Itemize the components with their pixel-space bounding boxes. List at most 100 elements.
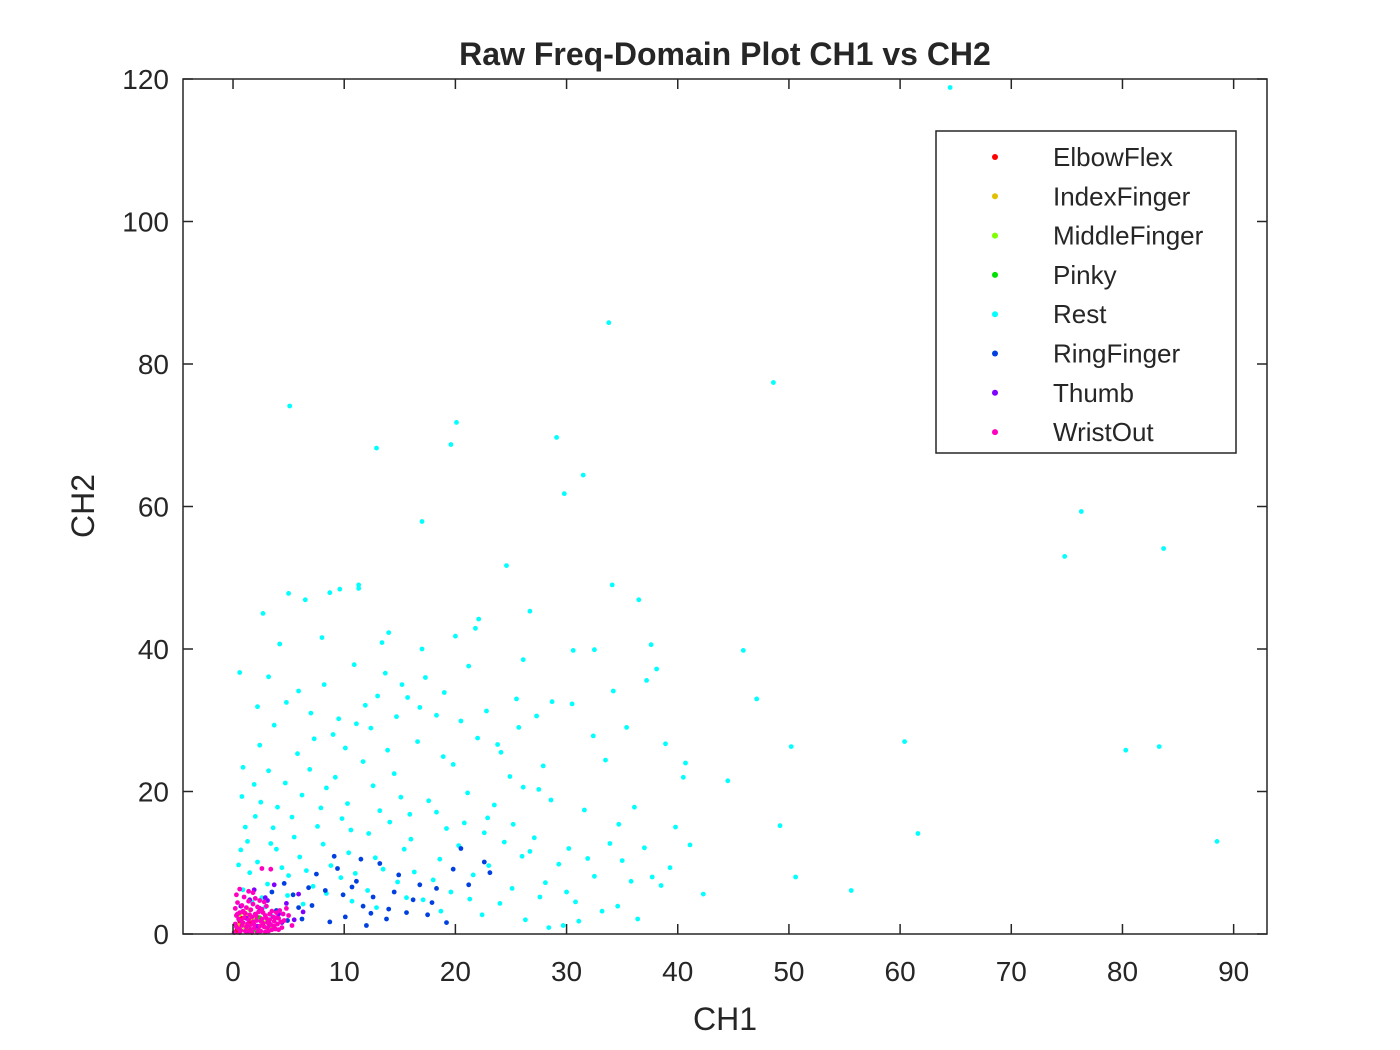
point-rest-26 [473,625,478,631]
point-rest-121 [519,853,525,859]
point-rest-8 [580,472,586,478]
point-rest-89 [632,804,637,810]
point-rest-215 [382,670,388,676]
point-rest-111 [255,859,260,865]
point-rest-44 [754,696,760,702]
point-rest-24 [527,608,533,614]
x-tick-label: 60 [885,956,916,987]
point-wristout-55 [271,918,277,924]
point-rest-191 [607,841,613,846]
point-rest-131 [560,923,566,928]
point-wristout-73 [266,928,271,934]
point-rest-79 [324,785,329,791]
point-rest-41 [654,666,659,672]
point-ringfinger-38 [269,889,275,895]
point-ringfinger-11 [299,916,305,922]
point-rest-154 [509,886,515,891]
point-ringfinger-1 [481,859,487,865]
point-rest-160 [282,780,288,786]
point-wristout-34 [257,898,263,903]
point-ringfinger-19 [425,912,430,918]
point-rest-140 [310,883,316,889]
point-ringfinger-12 [290,892,296,898]
point-rest-42 [644,678,649,683]
point-rest-169 [311,736,317,742]
point-rest-112 [274,846,279,852]
point-rest-37 [266,674,271,680]
point-rest-63 [1156,744,1162,749]
point-rest-33 [592,647,597,653]
point-ringfinger-17 [384,916,389,922]
point-ringfinger-3 [434,886,439,891]
point-rest-171 [368,725,374,731]
point-ringfinger-27 [340,892,346,898]
point-rest-122 [543,880,548,886]
point-wristout-84 [246,888,252,894]
point-ringfinger-16 [364,923,369,928]
point-ringfinger-10 [309,903,315,908]
point-wristout-36 [261,899,267,905]
x-tick-label: 10 [329,956,360,987]
point-rest-102 [408,836,414,842]
point-rest-213 [336,716,342,722]
point-rest-192 [628,878,634,884]
point-rest-141 [286,873,291,878]
y-tick-label: 60 [138,492,169,523]
point-rest-177 [242,824,248,830]
x-tick-label: 70 [996,956,1027,987]
point-rest-179 [289,814,295,820]
point-rest-100 [485,815,490,821]
x-tick-label: 80 [1107,956,1138,987]
legend-marker-rest [992,311,998,318]
point-rest-17 [327,590,333,596]
point-rest-118 [437,856,443,862]
point-thumb-10 [300,909,306,915]
point-wristout-67 [252,911,258,917]
point-rest-147 [304,868,309,873]
point-thumb-14 [296,891,301,897]
legend-marker-wristout [992,429,998,436]
point-wristout-70 [259,916,265,922]
point-ringfinger-5 [386,906,392,912]
point-wristout-29 [246,898,252,904]
point-rest-86 [548,797,554,803]
point-wristout-72 [264,915,269,921]
point-rest-87 [582,807,587,813]
point-rest-178 [268,841,274,846]
point-wristout-26 [239,903,245,908]
y-tick-label: 120 [122,64,169,95]
point-rest-165 [415,739,420,744]
point-rest-43 [610,688,616,694]
point-rest-70 [391,771,397,777]
legend-label-ringfinger: RingFinger [1053,339,1181,369]
point-rest-29 [453,633,458,639]
point-rest-1 [606,320,612,326]
point-rest-96 [619,858,625,863]
point-rest-115 [346,850,352,856]
point-rest-135 [448,889,454,895]
point-rest-101 [444,826,449,831]
legend-label-rest: Rest [1053,299,1107,329]
point-wristout-63 [244,924,249,930]
point-rest-45 [296,688,301,694]
point-wristout-74 [268,922,274,928]
point-rest-129 [615,903,621,909]
point-rest-85 [491,802,497,808]
point-wristout-75 [270,914,276,920]
point-rest-0 [947,85,953,90]
point-rest-167 [495,742,500,747]
point-rest-203 [236,862,242,868]
point-rest-120 [486,863,492,868]
legend-marker-elbowflex [992,154,998,160]
point-ringfinger-36 [358,856,364,862]
point-wristout-82 [289,923,295,928]
point-rest-78 [299,792,305,798]
point-wristout-22 [280,911,286,917]
point-rest-190 [585,856,591,861]
y-tick-label: 20 [138,777,169,808]
point-rest-71 [450,762,456,767]
point-rest-185 [461,820,467,826]
point-rest-182 [377,808,383,814]
point-rest-16 [356,586,362,591]
point-rest-163 [360,759,366,764]
